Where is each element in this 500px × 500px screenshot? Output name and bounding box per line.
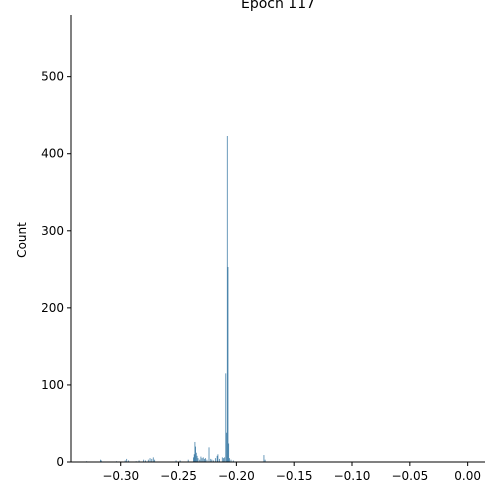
histogram-bar <box>213 460 215 462</box>
histogram-bar <box>152 457 154 462</box>
histogram-bar <box>124 460 126 462</box>
histogram-bar <box>226 136 228 462</box>
x-tick-label: −0.15 <box>276 469 313 483</box>
histogram-bar <box>223 458 224 462</box>
x-tick-label: −0.05 <box>391 469 428 483</box>
y-tick-label: 0 <box>56 455 64 469</box>
histogram-bar <box>179 460 181 462</box>
histogram-bar <box>228 443 230 462</box>
histogram-bar <box>100 459 101 462</box>
histogram-bars <box>86 136 266 462</box>
histogram-bar <box>154 459 156 462</box>
histogram-bar <box>263 455 265 462</box>
histogram-bar <box>193 454 195 462</box>
histogram-bar <box>211 459 213 462</box>
histogram-bar <box>208 447 210 462</box>
histogram-bar <box>230 459 232 462</box>
histogram-bar <box>138 460 140 462</box>
histogram-bar <box>196 455 198 462</box>
histogram-bar <box>197 458 199 462</box>
x-axis-ticks: −0.30 −0.25 −0.20 −0.15 −0.10 −0.05 0.00 <box>102 462 481 483</box>
histogram-bar <box>216 455 218 462</box>
x-tick-label: −0.10 <box>334 469 371 483</box>
x-tick-label: 0.00 <box>454 469 481 483</box>
histogram-bar <box>227 267 229 462</box>
histogram-bar <box>151 458 153 462</box>
histogram-bar <box>225 373 227 462</box>
histogram-bar <box>206 459 208 462</box>
y-tick-label: 300 <box>41 224 64 238</box>
y-tick-label: 200 <box>41 301 64 315</box>
y-tick-label: 100 <box>41 378 64 392</box>
histogram-bar <box>202 457 204 462</box>
histogram-bar <box>100 460 102 462</box>
histogram-bar <box>217 454 219 462</box>
y-tick-label: 400 <box>41 147 64 161</box>
histogram-bar <box>264 459 266 462</box>
histogram-bar <box>145 460 146 462</box>
histogram-bar <box>226 432 227 462</box>
histogram-bar <box>195 452 197 462</box>
histogram-bar <box>219 458 220 462</box>
histogram-bar <box>201 458 203 462</box>
histogram-bar <box>147 459 149 462</box>
histogram-bar <box>143 459 145 462</box>
histogram-bar <box>224 457 226 462</box>
histogram-bar <box>199 459 201 462</box>
y-tick-label: 500 <box>41 70 64 84</box>
histogram-bar <box>126 458 128 462</box>
histogram-bar <box>193 457 194 462</box>
histogram-bar <box>232 460 234 462</box>
histogram-bar <box>187 459 189 462</box>
histogram-bar <box>195 446 196 462</box>
chart-title: Epoch 117 <box>241 0 315 12</box>
histogram-bar <box>229 458 230 462</box>
histogram-bar <box>128 460 130 462</box>
x-tick-label: −0.30 <box>102 469 139 483</box>
histogram-bar <box>203 458 205 462</box>
histogram-bar <box>175 460 177 462</box>
y-axis-label: Count <box>15 222 29 258</box>
histogram-bar <box>194 441 196 462</box>
histogram-bar <box>214 458 216 462</box>
x-tick-label: −0.25 <box>160 469 197 483</box>
histogram-bar <box>221 457 223 462</box>
histogram-bar <box>205 458 206 462</box>
y-axis-ticks: 0 100 200 300 400 500 <box>41 70 71 469</box>
x-tick-label: −0.20 <box>218 469 255 483</box>
histogram-bar <box>210 458 212 462</box>
histogram-bar <box>200 456 202 462</box>
histogram-bar <box>149 458 151 462</box>
